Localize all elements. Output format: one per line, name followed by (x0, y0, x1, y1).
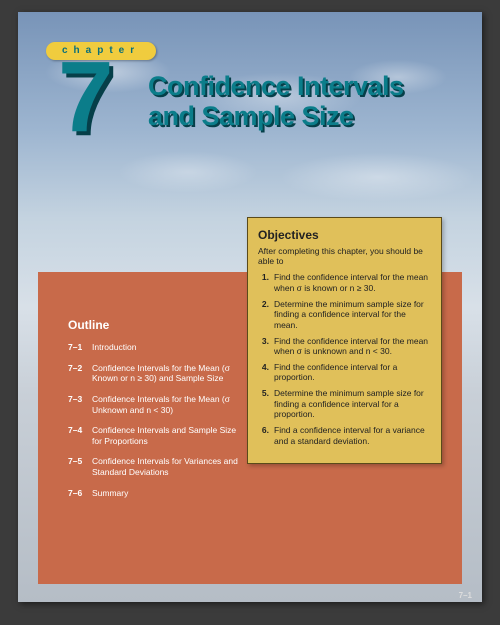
objective-item: 3. Find the confidence interval for the … (258, 336, 431, 357)
outline-item: 7–1 Introduction (68, 342, 248, 353)
title-line-1: Confidence Intervals (148, 71, 404, 101)
objective-text: Find the confidence interval for the mea… (274, 272, 431, 293)
outline-block: Outline 7–1 Introduction 7–2 Confidence … (68, 318, 248, 508)
objective-item: 2. Determine the minimum sample size for… (258, 299, 431, 331)
outline-item-num: 7–3 (68, 394, 92, 415)
objective-item: 4. Find the confidence interval for a pr… (258, 362, 431, 383)
outline-item-text: Introduction (92, 342, 136, 353)
objectives-heading: Objectives (258, 228, 431, 242)
outline-item: 7–6 Summary (68, 488, 248, 499)
objective-num: 4. (258, 362, 274, 383)
outline-item: 7–3 Confidence Intervals for the Mean (σ… (68, 394, 248, 415)
objective-num: 2. (258, 299, 274, 331)
outline-item-text: Summary (92, 488, 128, 499)
objective-text: Find a confidence interval for a varianc… (274, 425, 431, 446)
outline-item-text: Confidence Intervals for Variances and S… (92, 456, 248, 477)
objective-text: Find the confidence interval for the mea… (274, 336, 431, 357)
body-panel: Outline 7–1 Introduction 7–2 Confidence … (38, 272, 462, 584)
objective-item: 6. Find a confidence interval for a vari… (258, 425, 431, 446)
outline-item-num: 7–5 (68, 456, 92, 477)
objective-text: Find the confidence interval for a propo… (274, 362, 431, 383)
outline-item-text: Confidence Intervals and Sample Size for… (92, 425, 248, 446)
objective-num: 6. (258, 425, 274, 446)
outline-item-text: Confidence Intervals for the Mean (σ Kno… (92, 363, 248, 384)
outline-item-num: 7–6 (68, 488, 92, 499)
objective-text: Determine the minimum sample size for fi… (274, 388, 431, 420)
chapter-number: 7 (58, 47, 109, 147)
chapter-opener-page: chapter 7 Confidence Intervals and Sampl… (18, 12, 482, 602)
page-number: 7–1 (459, 591, 472, 600)
objectives-intro: After completing this chapter, you shoul… (258, 246, 431, 266)
title-line-2: and Sample Size (148, 101, 354, 131)
objective-text: Determine the minimum sample size for fi… (274, 299, 431, 331)
objective-num: 5. (258, 388, 274, 420)
outline-item-text: Confidence Intervals for the Mean (σ Unk… (92, 394, 248, 415)
outline-item-num: 7–1 (68, 342, 92, 353)
chapter-title: Confidence Intervals and Sample Size (148, 72, 404, 131)
objective-item: 1. Find the confidence interval for the … (258, 272, 431, 293)
outline-item: 7–2 Confidence Intervals for the Mean (σ… (68, 363, 248, 384)
objective-num: 1. (258, 272, 274, 293)
objectives-box: Objectives After completing this chapter… (247, 217, 442, 464)
outline-item-num: 7–2 (68, 363, 92, 384)
outline-item: 7–4 Confidence Intervals and Sample Size… (68, 425, 248, 446)
objective-num: 3. (258, 336, 274, 357)
outline-heading: Outline (68, 318, 248, 332)
outline-item: 7–5 Confidence Intervals for Variances a… (68, 456, 248, 477)
outline-item-num: 7–4 (68, 425, 92, 446)
objective-item: 5. Determine the minimum sample size for… (258, 388, 431, 420)
